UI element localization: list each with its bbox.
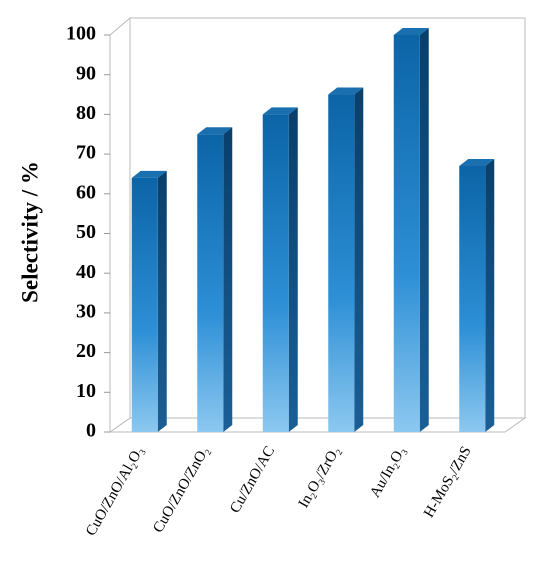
bar bbox=[393, 35, 420, 432]
bar-side bbox=[419, 28, 429, 432]
y-tick-label: 40 bbox=[76, 261, 96, 283]
bar-top bbox=[131, 170, 167, 178]
y-tick-label: 80 bbox=[76, 102, 96, 124]
y-tick-label: 50 bbox=[76, 221, 96, 243]
x-tick-label: CuO/ZnO/Al₂O₃ bbox=[83, 444, 147, 539]
bar bbox=[197, 134, 224, 432]
bar-top bbox=[262, 107, 298, 115]
x-tick-label: Cu/ZnO/AC bbox=[227, 444, 278, 516]
bar-top bbox=[328, 87, 364, 95]
bar bbox=[328, 94, 355, 433]
y-tick-label: 70 bbox=[76, 142, 96, 164]
bar-side bbox=[485, 159, 495, 432]
bar-top bbox=[393, 28, 429, 35]
y-tick-label: 10 bbox=[76, 380, 96, 402]
bar-side bbox=[354, 87, 364, 433]
bar-side bbox=[288, 107, 298, 433]
y-tick-label: 20 bbox=[76, 340, 96, 362]
bar-side bbox=[157, 170, 167, 433]
x-tick-label: In₂O₃/ZrO₂ bbox=[296, 444, 344, 511]
x-tick-label: Au/In₂O₃ bbox=[367, 444, 409, 501]
y-tick-label: 60 bbox=[76, 181, 96, 203]
bar-side bbox=[223, 127, 233, 432]
bar bbox=[262, 114, 289, 433]
y-axis-label: Selectivity / % bbox=[17, 161, 42, 303]
x-tick-label: H-MoS₂/ZnS bbox=[421, 444, 475, 521]
y-tick-label: 30 bbox=[76, 300, 96, 322]
y-tick-label: 100 bbox=[66, 23, 96, 45]
y-tick-label: 0 bbox=[86, 420, 96, 442]
bar-top bbox=[459, 159, 495, 167]
bar bbox=[459, 166, 486, 432]
bar-top bbox=[197, 127, 233, 135]
x-tick-label: CuO/ZnO/ZnO₂ bbox=[150, 444, 212, 536]
y-tick-label: 90 bbox=[76, 62, 96, 84]
side-wall bbox=[109, 16, 131, 433]
bar bbox=[131, 177, 158, 432]
